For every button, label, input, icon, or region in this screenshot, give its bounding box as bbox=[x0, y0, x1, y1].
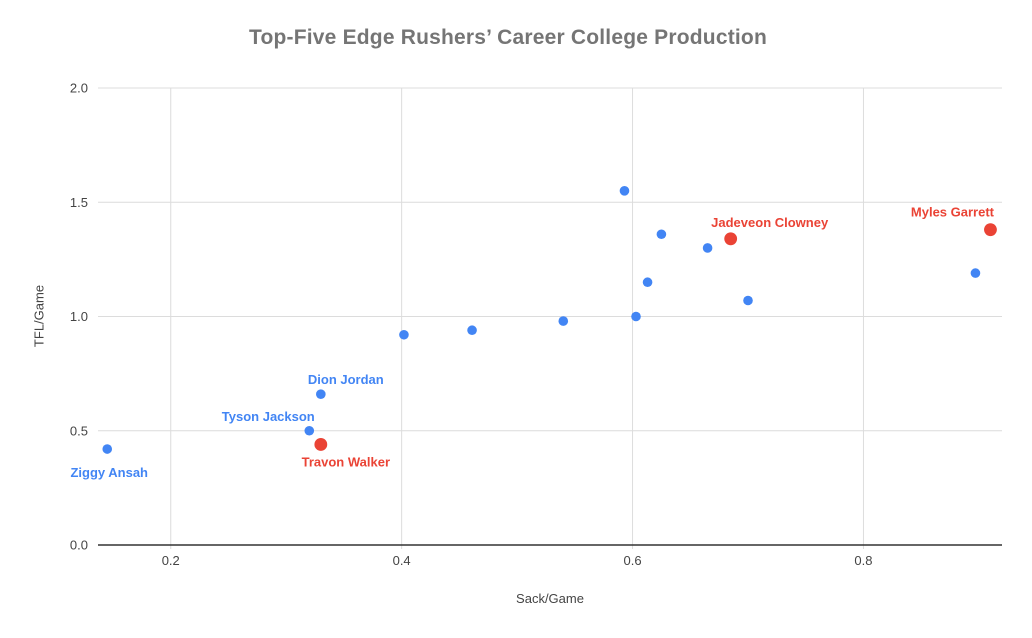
data-point bbox=[970, 268, 981, 278]
data-point-dion-jordan bbox=[316, 389, 326, 399]
x-tick-label: 0.4 bbox=[393, 553, 411, 568]
data-point bbox=[399, 329, 409, 340]
y-tick-label: 1.0 bbox=[70, 309, 88, 324]
x-tick-label: 0.2 bbox=[162, 553, 180, 568]
point-label-tyson-jackson: Tyson Jackson bbox=[222, 409, 315, 424]
data-point bbox=[631, 311, 641, 322]
point-label-travon-walker: Travon Walker bbox=[302, 454, 390, 469]
data-point bbox=[642, 277, 653, 288]
point-label-ziggy-ansah: Ziggy Ansah bbox=[70, 465, 148, 480]
y-tick-label: 0.5 bbox=[70, 423, 88, 438]
data-point bbox=[702, 243, 713, 253]
x-tick-label: 0.6 bbox=[624, 553, 642, 568]
point-label-jadeveon-clowney: Jadeveon Clowney bbox=[711, 215, 829, 230]
x-axis-title: Sack/Game bbox=[516, 591, 584, 606]
data-point-tyson-jackson bbox=[304, 425, 315, 436]
data-point-travon-walker bbox=[314, 438, 328, 451]
data-point bbox=[558, 316, 569, 326]
data-point bbox=[743, 295, 753, 306]
data-point bbox=[656, 229, 667, 240]
data-point bbox=[467, 325, 477, 336]
y-tick-label: 2.0 bbox=[70, 81, 88, 96]
y-tick-label: 0.0 bbox=[70, 538, 88, 553]
point-label-myles-garrett: Myles Garrett bbox=[911, 205, 995, 220]
data-point-myles-garrett bbox=[984, 223, 997, 237]
x-tick-label: 0.8 bbox=[854, 553, 872, 568]
point-label-dion-jordan: Dion Jordan bbox=[308, 372, 384, 387]
data-point bbox=[619, 186, 630, 196]
data-point-jadeveon-clowney bbox=[724, 232, 738, 246]
data-point-ziggy-ansah bbox=[102, 444, 113, 454]
chart-title: Top-Five Edge Rushers’ Career College Pr… bbox=[249, 26, 767, 49]
y-tick-label: 1.5 bbox=[70, 195, 88, 210]
